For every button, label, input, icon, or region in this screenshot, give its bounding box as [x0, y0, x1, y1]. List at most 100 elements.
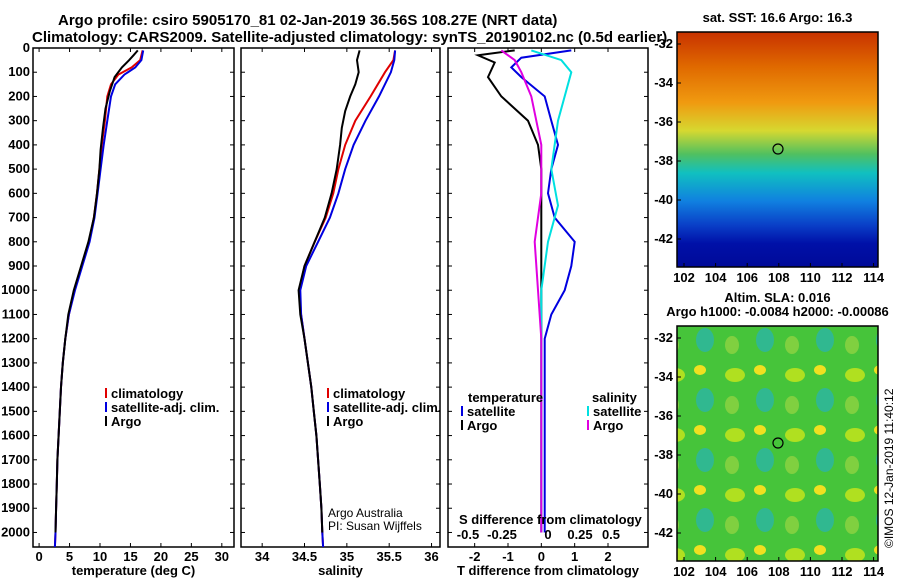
lon-tick-label: 102	[673, 564, 695, 579]
legend-label: Argo	[593, 418, 623, 433]
x-tick-label: 35.5	[377, 549, 402, 564]
panel-frame	[240, 47, 441, 548]
series-line-argo	[500, 49, 543, 533]
series-line-satellite	[509, 49, 576, 533]
lon-tick-label: 108	[768, 564, 790, 579]
lon-tick-label: 104	[705, 270, 727, 285]
map-image	[676, 325, 879, 562]
argo-location-marker	[772, 143, 784, 155]
lat-tick-label: -38	[654, 447, 673, 462]
lat-tick-label: -36	[654, 408, 673, 423]
lat-tick-label: -38	[654, 153, 673, 168]
x-tick-label: -1	[502, 549, 514, 564]
x-axis-label: salinity	[318, 563, 364, 578]
lon-tick-label: 110	[800, 564, 821, 579]
map-title: Altim. SLA: 0.016	[724, 290, 830, 305]
lon-tick-label: 114	[863, 270, 885, 285]
panel-differences: -2 -1 0 1 2T difference from climatology temp…	[447, 47, 649, 578]
legend-label: Argo	[111, 414, 141, 429]
panel-frame	[447, 47, 649, 548]
x-tick-label: 10	[93, 549, 107, 564]
lon-tick-label: 106	[736, 270, 758, 285]
lat-tick-label: -42	[654, 525, 673, 540]
legend-label: satellite	[467, 404, 515, 419]
x-tick-label: 34	[255, 549, 270, 564]
depth-tick-label: 1000	[1, 282, 30, 297]
x2-tick-label: -0.5	[457, 527, 479, 542]
map-title: sat. SST: 16.6 Argo: 16.3	[703, 10, 853, 25]
x-tick-label: 1	[571, 549, 578, 564]
legend-label: climatology	[111, 386, 184, 401]
depth-tick-label: 1700	[1, 452, 30, 467]
depth-tick-label: 1900	[1, 500, 30, 515]
depth-tick-label: 700	[8, 210, 30, 225]
lon-tick-label: 114	[863, 564, 885, 579]
lat-tick-label: -40	[654, 486, 673, 501]
legend-label: climatology	[333, 386, 406, 401]
lon-tick-label: 102	[673, 270, 695, 285]
lat-tick-label: -40	[654, 192, 673, 207]
legend-title-temperature: temperature	[468, 390, 543, 405]
legend-label: satellite-adj. clim.	[111, 400, 219, 415]
x-tick-label: 0	[35, 549, 42, 564]
depth-tick-label: 1200	[1, 331, 30, 346]
depth-tick-label: 2000	[1, 524, 30, 539]
legend-label: Argo	[467, 418, 497, 433]
depth-tick-label: 800	[8, 234, 30, 249]
argo-location-marker	[772, 437, 784, 449]
x-tick-label: -2	[469, 549, 481, 564]
plot-title-line2: Climatology: CARS2009. Satellite-adjuste…	[32, 29, 668, 46]
depth-tick-label: 100	[8, 64, 30, 79]
legend-title-salinity: salinity	[592, 390, 638, 405]
legend-label: satellite-adj. clim.	[333, 400, 441, 415]
x-tick-label: 2	[604, 549, 611, 564]
annotation: PI: Susan Wijffels	[328, 519, 422, 533]
x2-tick-label: 0.25	[567, 527, 592, 542]
x-tick-label: 36	[424, 549, 438, 564]
x-tick-label: 25	[184, 549, 198, 564]
depth-tick-label: 1500	[1, 403, 30, 418]
depth-tick-label: 0	[23, 40, 30, 55]
lon-tick-label: 112	[832, 564, 853, 579]
x-tick-label: 5	[66, 549, 73, 564]
x2-tick-label: 0.5	[602, 527, 620, 542]
lat-tick-label: -32	[654, 330, 673, 345]
depth-tick-label: 1300	[1, 355, 30, 370]
depth-tick-label: 1400	[1, 379, 30, 394]
map-sst: sat. SST: 16.6 Argo: 16.3 -32 -34 -36 -38 -40…	[654, 10, 885, 285]
x-tick-label: 15	[123, 549, 137, 564]
x-tick-label: 30	[215, 549, 229, 564]
legend-label: satellite	[593, 404, 641, 419]
lon-tick-label: 110	[800, 270, 821, 285]
x-tick-label: 20	[154, 549, 168, 564]
x-tick-label: 34.5	[292, 549, 317, 564]
series-line-argo	[54, 49, 139, 533]
map-title: Argo h1000: -0.0084 h2000: -0.00086	[666, 304, 889, 319]
depth-tick-label: 900	[8, 258, 30, 273]
depth-tick-label: 300	[8, 113, 30, 128]
depth-tick-label: 1100	[2, 306, 30, 321]
lon-tick-label: 108	[768, 270, 790, 285]
lat-tick-label: -34	[654, 369, 674, 384]
x-tick-label: 0	[538, 549, 545, 564]
timestamp-stamp: ©IMOS 12-Jan-2019 11:40:12	[882, 388, 896, 548]
panel-salinity: 34 34.5 35 35.5 36 salinity climatologysatelli…	[240, 47, 441, 578]
depth-tick-label: 500	[8, 161, 30, 176]
legend-label: Argo	[333, 414, 363, 429]
x2-tick-label: 0	[544, 527, 551, 542]
panel-temperature: 0100200300400500600700800900100011001200…	[1, 40, 235, 578]
lat-tick-label: -32	[654, 36, 673, 51]
map-image	[676, 31, 879, 268]
depth-tick-label: 600	[8, 185, 30, 200]
x2-tick-label: -0.25	[487, 527, 517, 542]
lat-tick-label: -36	[654, 114, 673, 129]
x-axis-label: T difference from climatology	[457, 563, 640, 578]
annotation: Argo Australia	[328, 506, 403, 520]
x-axis-label: temperature (deg C)	[72, 563, 196, 578]
lon-tick-label: 106	[736, 564, 758, 579]
x-axis-label-2: S difference from climatology	[459, 512, 643, 527]
x-tick-label: 35	[340, 549, 354, 564]
depth-tick-label: 400	[8, 137, 30, 152]
